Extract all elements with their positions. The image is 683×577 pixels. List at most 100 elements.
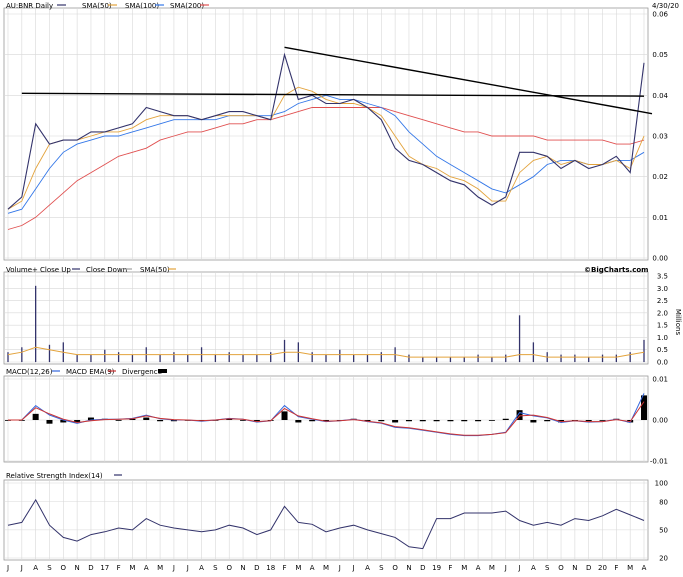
x-tick-label: N — [240, 564, 245, 572]
volume-y-ticks: 3.5 3.0 2.5 2.0 1.5 1.0 0.5 0.0 — [657, 273, 668, 367]
x-tick-label: M — [295, 564, 301, 572]
legend-macdema-label: MACD EMA(9) — [66, 368, 115, 376]
rsi-line — [7, 498, 645, 550]
date-label: 4/30/20 — [652, 2, 679, 10]
divergence-bar — [323, 420, 329, 422]
y-tick-label: 0.03 — [652, 133, 668, 141]
legend-sma200-label: SMA(200) — [170, 2, 204, 10]
divergence-bar — [530, 420, 537, 423]
divergence-bar — [46, 420, 53, 424]
series-line-3 — [7, 107, 645, 230]
legend-volsma-label: SMA(50) — [140, 266, 170, 274]
x-tick-label: J — [20, 564, 23, 572]
y-tick-label: 0.01 — [652, 376, 668, 384]
rsi-grid — [4, 480, 648, 560]
y-tick-label: 0.01 — [652, 214, 668, 222]
rsi-legend: Relative Strength Index(14) — [6, 472, 122, 480]
rsi-panel: 100 80 50 20 Relative Strength Index(14) — [3, 472, 668, 563]
x-tick-label: O — [226, 564, 232, 572]
divergence-bar — [405, 420, 412, 422]
x-tick-label: J — [172, 564, 175, 572]
x-tick-label: D — [88, 564, 93, 572]
x-tick-label: F — [614, 564, 618, 572]
x-tick-label: N — [572, 564, 577, 572]
x-tick-label: 19 — [432, 564, 441, 572]
x-tick-label: D — [420, 564, 425, 572]
y-tick-label: 0.00 — [652, 417, 668, 425]
y-tick-label: 2.0 — [657, 309, 668, 317]
divergence-bar — [461, 420, 468, 422]
macd-panel: 0.01 0.00 -0.01 MACD(12,26) MACD EMA(9) Di… — [3, 368, 668, 466]
divergence-bar — [253, 420, 260, 422]
divergence-bar — [32, 413, 39, 420]
y-tick-label: 0.00 — [652, 255, 668, 263]
x-tick-label: N — [406, 564, 411, 572]
volume-legend: Volume+ Close Up Close Down SMA(50) ©Big… — [6, 266, 648, 274]
price-panel: 0.06 0.05 0.04 0.03 0.02 0.01 0.00 AU:BNR Dail… — [3, 2, 679, 263]
x-tick-label: F — [283, 564, 287, 572]
x-tick-label: O — [392, 564, 398, 572]
x-axis-labels: J J A S O N D 17 F M A M J J A S O N D 18 F M A M J J A S O N D 19 F M A M J… — [6, 564, 647, 572]
legend-sma100-label: SMA(100) — [125, 2, 159, 10]
divergence-bar — [502, 418, 509, 420]
series-line-1 — [7, 86, 645, 210]
x-tick-label: D — [254, 564, 259, 572]
x-tick-label: J — [186, 564, 189, 572]
series-line-0 — [7, 52, 645, 210]
divergence-bar — [143, 417, 150, 420]
legend-closedown-label: Close Down — [86, 266, 127, 274]
x-tick-label: J — [352, 564, 355, 572]
x-tick-label: S — [47, 564, 52, 572]
divergence-bar — [115, 420, 122, 421]
price-grid — [4, 8, 648, 260]
x-tick-label: F — [448, 564, 452, 572]
legend-divergence-label: Divergence — [122, 368, 162, 376]
divergence-bar — [447, 420, 454, 422]
divergence-bar — [74, 420, 81, 423]
divergence-bar — [240, 420, 247, 421]
x-tick-label: A — [144, 564, 149, 572]
legend-sma50-label: SMA(50) — [82, 2, 112, 10]
y-tick-label: 2.5 — [657, 297, 668, 305]
divergence-bar — [419, 420, 426, 422]
y-tick-label: 0.05 — [652, 51, 668, 59]
divergence-bar — [60, 420, 67, 423]
y-tick-label: 0.0 — [657, 359, 668, 367]
divergence-bar — [295, 420, 302, 423]
macd-lines — [5, 393, 647, 437]
x-tick-label: A — [531, 564, 536, 572]
price-legend: AU:BNR Daily SMA(50) SMA(100) SMA(200) 4… — [6, 2, 679, 10]
divergence-bar — [488, 420, 495, 421]
divergence-bar — [392, 420, 399, 423]
x-tick-label: S — [545, 564, 550, 572]
trend-line-1 — [284, 46, 653, 115]
divergence-bar — [433, 420, 440, 422]
divergence-bar — [226, 418, 233, 420]
y-tick-label: 0.02 — [652, 173, 668, 181]
price-lines — [7, 46, 653, 230]
x-tick-label: 17 — [100, 564, 109, 572]
rsi-y-ticks: 100 80 50 20 — [655, 480, 668, 563]
y-tick-label: 80 — [659, 498, 668, 506]
y-tick-label: 1.5 — [657, 322, 668, 330]
divergence-bar — [87, 417, 94, 420]
x-tick-label: J — [338, 564, 341, 572]
x-tick-label: S — [213, 564, 218, 572]
x-tick-label: A — [642, 564, 647, 572]
volume-bars — [7, 285, 645, 362]
rsi-lines — [7, 498, 645, 550]
divergence-bar — [516, 410, 523, 420]
x-tick-label: M — [461, 564, 467, 572]
y-tick-label: 100 — [655, 480, 668, 488]
x-tick-label: N — [75, 564, 80, 572]
macd-grid — [4, 376, 648, 462]
divergence-bar — [309, 420, 316, 422]
volume-ylabel: Millions — [674, 309, 682, 336]
volume-sma-line — [7, 346, 645, 358]
legend-macd-label: MACD(12,26) — [6, 368, 53, 376]
volume-panel: 3.5 3.0 2.5 2.0 1.5 1.0 0.5 0.0 Millions Volume… — [3, 266, 682, 367]
x-tick-label: A — [199, 564, 204, 572]
divergence-bar — [281, 411, 288, 420]
divergence-bar — [475, 420, 482, 422]
